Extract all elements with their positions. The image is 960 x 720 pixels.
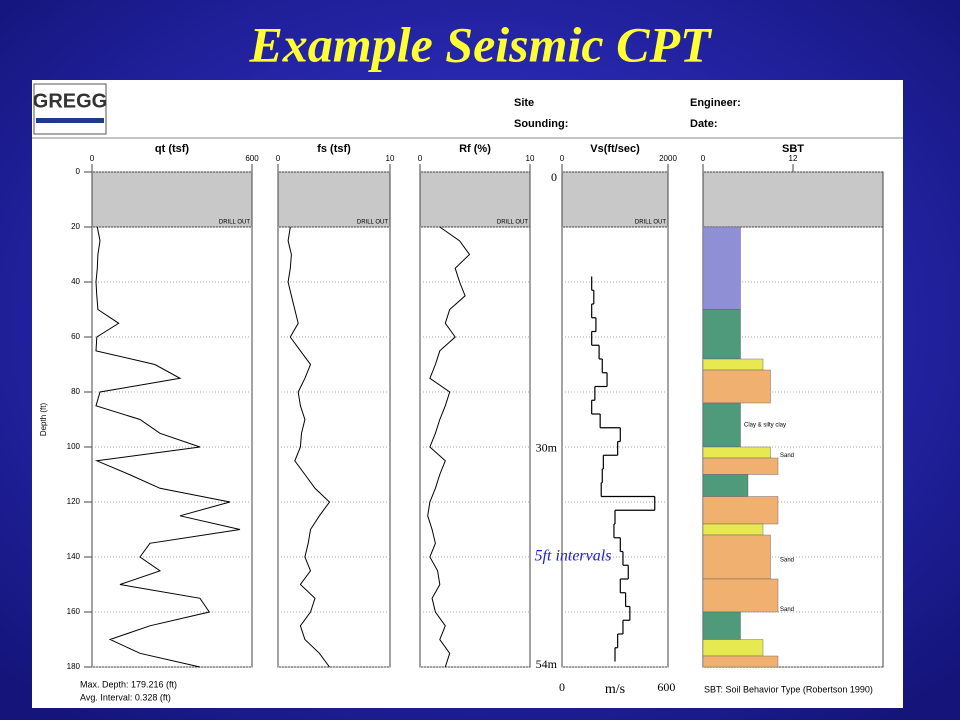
engineer-label: Engineer: xyxy=(690,97,741,109)
y-axis-label: Depth (ft) xyxy=(39,402,48,436)
trace xyxy=(287,226,331,668)
plot-frame xyxy=(277,171,391,668)
sbt-layer xyxy=(702,446,771,459)
logo-stripe xyxy=(36,118,104,123)
drill-out-label: DRILL OUT xyxy=(219,220,250,226)
interval-note: 5ft intervals xyxy=(535,548,612,565)
plot-title: Rf (%) xyxy=(459,143,491,155)
plot-frame xyxy=(561,171,669,668)
sbt-layer xyxy=(702,402,741,448)
x2-axis-label: m/s xyxy=(605,682,625,697)
site-label: Site xyxy=(514,97,534,109)
drill-out-zone xyxy=(91,171,253,228)
y-tick-label: 100 xyxy=(67,442,81,451)
sbt-layer xyxy=(702,523,764,536)
y-tick-label: 0 xyxy=(76,167,81,176)
y2-tick-label: 0 xyxy=(551,170,557,184)
x-tick-label: 10 xyxy=(386,154,395,163)
drill-out-label: DRILL OUT xyxy=(357,220,388,226)
y2-tick-label: 54m xyxy=(536,657,558,671)
x2-tick-label: 600 xyxy=(657,680,675,694)
x-tick-label: 0 xyxy=(276,154,281,163)
sbt-layer xyxy=(702,474,749,497)
avg-interval: Avg. Interval: 0.328 (ft) xyxy=(80,692,171,702)
plot-frame xyxy=(91,171,253,668)
drill-out-zone xyxy=(561,171,669,228)
sbt-layer xyxy=(702,534,771,580)
y-tick-label: 20 xyxy=(71,222,80,231)
x-tick-label: 0 xyxy=(701,154,706,163)
sbt-annotation: Sand xyxy=(780,607,794,613)
date-label: Date: xyxy=(690,118,718,130)
sbt-layer xyxy=(702,358,764,371)
logo-box xyxy=(33,83,107,135)
drill-out-zone xyxy=(277,171,391,228)
sbt-layer xyxy=(702,457,779,475)
sbt-layer xyxy=(702,655,779,668)
x-tick-label: 0 xyxy=(560,154,565,163)
sbt-layer xyxy=(702,639,764,657)
y2-tick-label: 30m xyxy=(536,440,558,454)
plot-title: Vs(ft/sec) xyxy=(590,143,640,155)
y-tick-label: 160 xyxy=(67,607,81,616)
y-tick-label: 180 xyxy=(67,662,81,671)
sbt-layer xyxy=(702,578,779,613)
sbt-layer xyxy=(702,309,741,360)
sounding-label: Sounding: xyxy=(514,118,568,130)
logo: GREGG xyxy=(33,83,107,135)
y-tick-label: 80 xyxy=(71,387,80,396)
y-tick-label: 120 xyxy=(67,497,81,506)
plot-title: fs (tsf) xyxy=(317,143,351,155)
sbt-layer xyxy=(702,226,741,310)
plot-title: SBT xyxy=(782,143,804,155)
trace xyxy=(94,226,241,668)
drill-out-label: DRILL OUT xyxy=(635,220,666,226)
x2-tick-label: 0 xyxy=(559,680,565,694)
sbt-annotation: Sand xyxy=(780,453,794,459)
plot-title: qt (tsf) xyxy=(155,143,190,155)
y-tick-label: 140 xyxy=(67,552,81,561)
x-tick-label: 10 xyxy=(526,154,535,163)
sbt-note: SBT: Soil Behavior Type (Robertson 1990) xyxy=(704,684,873,694)
plot-frame xyxy=(419,171,531,668)
logo-text: GREGG xyxy=(33,90,107,112)
x-tick-label: 0 xyxy=(418,154,423,163)
sbt-layer xyxy=(702,369,771,404)
drill-out-label: DRILL OUT xyxy=(497,220,528,226)
x-tick-label: 600 xyxy=(245,154,259,163)
slide-title: Example Seismic CPT xyxy=(248,16,713,72)
x-tick-label: 0 xyxy=(90,154,95,163)
x-tick-label: 12 xyxy=(789,154,798,163)
sbt-annotation: Clay & silty clay xyxy=(744,423,786,429)
drill-out-zone xyxy=(702,171,884,228)
y-tick-label: 60 xyxy=(71,332,80,341)
sbt-layer xyxy=(702,611,741,640)
trace xyxy=(427,226,471,668)
y-tick-label: 40 xyxy=(71,277,80,286)
max-depth: Max. Depth: 179.216 (ft) xyxy=(80,679,177,689)
sbt-annotation: Sand xyxy=(780,557,794,563)
x-tick-label: 2000 xyxy=(659,154,677,163)
sbt-layer xyxy=(702,496,779,525)
